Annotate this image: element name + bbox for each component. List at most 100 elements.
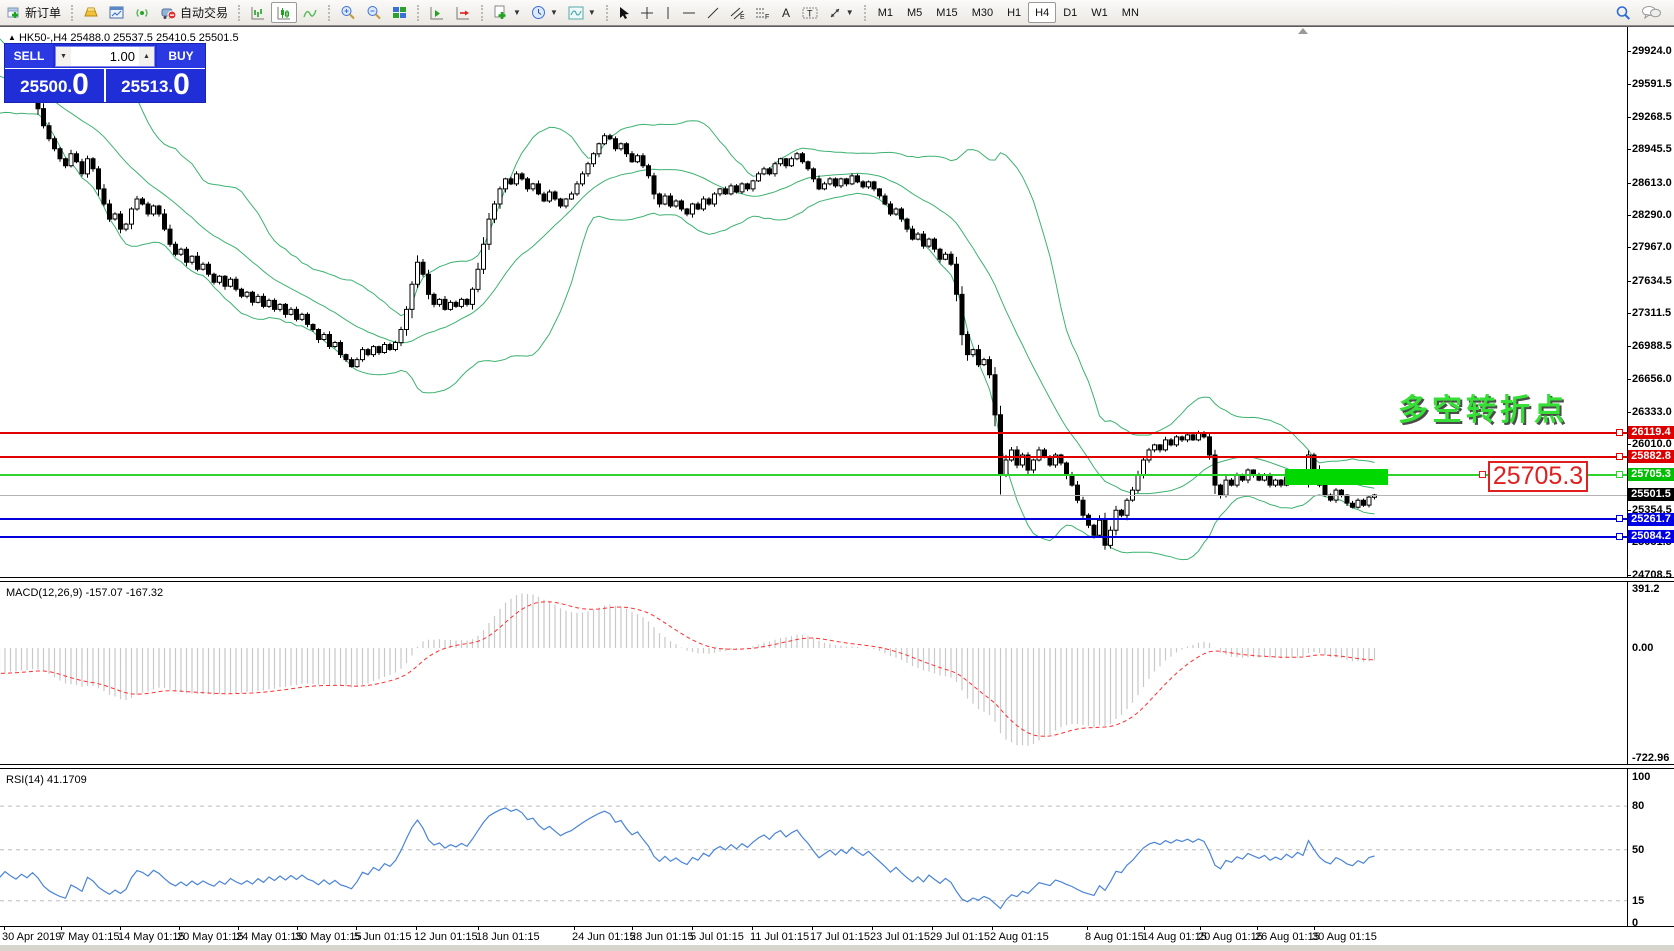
line-handle[interactable] xyxy=(1616,428,1623,436)
price-line-label: 25261.7 xyxy=(1628,512,1674,526)
buy-button[interactable]: BUY xyxy=(157,44,205,68)
auto-scroll-icon xyxy=(429,6,445,20)
timeframe-m1[interactable]: M1 xyxy=(871,2,900,23)
sell-button[interactable]: SELL xyxy=(5,44,53,68)
horizontal-line[interactable] xyxy=(0,455,1627,458)
timeframe-h4[interactable]: H4 xyxy=(1028,2,1057,23)
text-icon: A xyxy=(780,6,792,20)
buy-price[interactable]: 25513. 0 xyxy=(106,69,205,102)
sell-price[interactable]: 25500. 0 xyxy=(5,69,104,102)
price-callout-box[interactable]: 25705.3 xyxy=(1488,461,1588,492)
signal-icon xyxy=(135,6,150,20)
symbol-ohlc: 25488.0 25537.5 25410.5 25501.5 xyxy=(70,32,239,44)
time-tick-mark xyxy=(752,927,753,930)
toolbar: 新订单 自动交易 ▼ ▼ xyxy=(0,0,1674,26)
crosshair-icon xyxy=(640,6,654,20)
timeframe-m15[interactable]: M15 xyxy=(929,2,964,23)
chat-button[interactable] xyxy=(1636,2,1666,23)
time-tick-mark xyxy=(120,927,121,930)
callout-anchor-handle[interactable] xyxy=(1479,470,1486,478)
time-label: 8 Aug 01:15 xyxy=(1085,931,1144,943)
macd-axis-label: 391.2 xyxy=(1632,582,1660,595)
price-tick-mark xyxy=(1627,149,1631,151)
market-watch-button[interactable] xyxy=(104,2,130,23)
volume-decrease-button[interactable]: ▼ xyxy=(56,47,71,66)
new-chart-icon xyxy=(493,5,509,20)
timeframe-d1[interactable]: D1 xyxy=(1056,2,1084,23)
price-line-label: 25084.2 xyxy=(1628,530,1674,544)
timeframe-m30[interactable]: M30 xyxy=(965,2,1000,23)
pane-splitter[interactable] xyxy=(0,577,1674,582)
time-label: 20 May 01:15 xyxy=(177,931,244,943)
price-tick: 28613.0 xyxy=(1632,176,1672,189)
line-handle[interactable] xyxy=(1616,532,1623,540)
timeframe-h1[interactable]: H1 xyxy=(1000,2,1028,23)
period-button[interactable]: ▼ xyxy=(526,2,563,23)
candlestick-chart-button[interactable] xyxy=(271,2,298,23)
highlight-rectangle[interactable] xyxy=(1285,469,1388,485)
price-tick-mark xyxy=(1627,182,1631,184)
line-handle[interactable] xyxy=(1616,452,1623,460)
zoom-in-button[interactable] xyxy=(335,2,361,23)
gold-button[interactable] xyxy=(78,2,104,23)
zoom-in-icon xyxy=(340,5,356,20)
price-tick-mark xyxy=(1627,574,1631,576)
timeframe-mn[interactable]: MN xyxy=(1115,2,1146,23)
time-tick-mark xyxy=(4,927,5,930)
toolbar-grip xyxy=(863,4,866,21)
horizontal-line[interactable] xyxy=(0,431,1627,434)
new-order-button[interactable]: 新订单 xyxy=(2,2,66,23)
horizontal-line[interactable] xyxy=(0,473,1627,476)
pane-splitter[interactable] xyxy=(0,764,1674,769)
macd-chart-canvas[interactable] xyxy=(0,583,1630,764)
autotrade-button[interactable]: 自动交易 xyxy=(155,2,233,23)
tile-windows-button[interactable] xyxy=(387,2,412,23)
line-handle[interactable] xyxy=(1616,515,1623,523)
collapse-marker-icon: ▲ xyxy=(8,33,16,42)
main-chart-canvas[interactable] xyxy=(0,27,1630,579)
search-icon xyxy=(1615,5,1631,21)
channel-icon: E xyxy=(730,6,745,20)
time-label: 5 Jul 01:15 xyxy=(690,931,744,943)
svg-text:A: A xyxy=(782,6,790,20)
chart-annotation-text[interactable]: 多空转折点 xyxy=(1398,394,1568,427)
text-button[interactable]: A xyxy=(775,2,797,23)
price-tick: 26656.0 xyxy=(1632,373,1672,386)
timeframe-m5[interactable]: M5 xyxy=(900,2,929,23)
volume-increase-button[interactable]: ▲ xyxy=(139,47,154,66)
auto-scroll-button[interactable] xyxy=(424,2,450,23)
signals-button[interactable] xyxy=(130,2,155,23)
zoom-out-icon xyxy=(366,5,382,20)
scale-drag-marker-icon[interactable] xyxy=(1298,28,1308,34)
bar-chart-button[interactable] xyxy=(245,2,271,23)
crosshair-button[interactable] xyxy=(635,2,659,23)
time-tick-mark xyxy=(416,927,417,930)
volume-value[interactable]: 1.00 xyxy=(109,49,135,64)
chart-shift-button[interactable] xyxy=(450,2,476,23)
timeframe-w1[interactable]: W1 xyxy=(1084,2,1115,23)
fibonacci-button[interactable]: F xyxy=(750,2,775,23)
price-tick-mark xyxy=(1627,84,1631,86)
horizontal-line-icon xyxy=(682,8,696,18)
trendline-button[interactable] xyxy=(701,2,725,23)
template-button[interactable]: ▼ xyxy=(563,2,601,23)
rsi-chart-canvas[interactable] xyxy=(0,770,1630,925)
cursor-button[interactable] xyxy=(613,2,635,23)
chevron-down-icon: ▼ xyxy=(549,8,558,17)
price-tick: 29924.0 xyxy=(1632,45,1672,57)
search-button[interactable] xyxy=(1610,2,1636,23)
horizontal-line[interactable] xyxy=(0,518,1627,521)
zoom-out-button[interactable] xyxy=(361,2,387,23)
horizontal-line[interactable] xyxy=(0,535,1627,538)
vertical-line-button[interactable] xyxy=(659,2,677,23)
price-tick: 27967.0 xyxy=(1632,241,1672,254)
arrows-button[interactable]: ▼ xyxy=(823,2,859,23)
time-label: 12 Jun 01:15 xyxy=(414,931,478,943)
new-chart-button[interactable]: ▼ xyxy=(488,2,526,23)
line-handle[interactable] xyxy=(1616,470,1623,478)
cursor-icon xyxy=(618,6,630,20)
horizontal-line-button[interactable] xyxy=(677,2,701,23)
channel-button[interactable]: E xyxy=(725,2,750,23)
line-chart-button[interactable] xyxy=(297,2,323,23)
text-label-button[interactable]: T xyxy=(797,2,823,23)
